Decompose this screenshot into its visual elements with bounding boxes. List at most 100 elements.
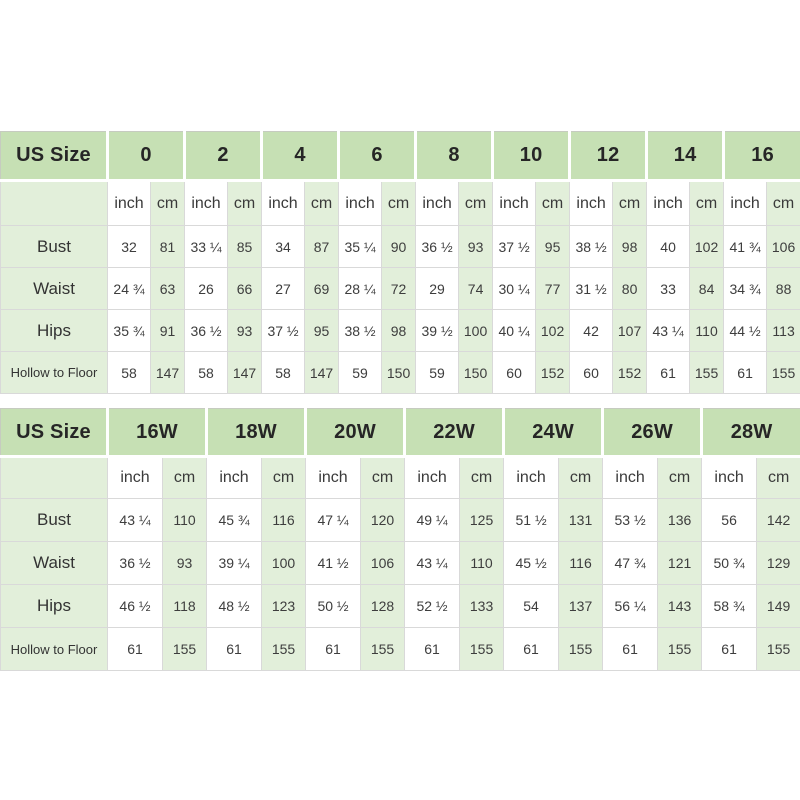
value-inch: 41 ¾ xyxy=(723,225,768,268)
us-size-header: US Size xyxy=(0,408,109,458)
unit-inch-label: inch xyxy=(646,180,691,226)
value-cm: 77 xyxy=(535,267,571,310)
measure-label: Waist xyxy=(0,267,108,310)
value-inch: 36 ½ xyxy=(107,541,163,585)
measure-row-hollow-to-floor: Hollow to Floor 61 155 61 155 61 155 61 155 61 155… xyxy=(0,627,800,671)
value-cm: 106 xyxy=(360,541,406,585)
unit-cm-label: cm xyxy=(458,180,494,226)
value-cm: 93 xyxy=(458,225,494,268)
value-cm: 123 xyxy=(261,584,307,628)
value-inch: 30 ¼ xyxy=(492,267,537,310)
unit-cm-label: cm xyxy=(149,180,186,226)
value-inch: 37 ½ xyxy=(492,225,537,268)
value-inch: 61 xyxy=(503,627,560,671)
value-cm: 125 xyxy=(459,498,505,542)
value-cm: 81 xyxy=(149,225,186,268)
value-inch: 59 xyxy=(338,351,383,394)
value-cm: 121 xyxy=(657,541,703,585)
value-inch: 60 xyxy=(492,351,537,394)
value-inch: 61 xyxy=(404,627,461,671)
value-inch: 37 ½ xyxy=(261,309,306,352)
value-inch: 43 ¼ xyxy=(646,309,691,352)
value-inch: 47 ¾ xyxy=(602,541,659,585)
value-inch: 26 xyxy=(184,267,229,310)
plus-size-chart: US Size 16W 18W 20W 22W 24W 26W 28W inch cm inch cm… xyxy=(0,408,800,671)
measure-row-waist: Waist 36 ½ 93 39 ¼ 100 41 ½ 106 43 ¼ 110 45 ½ 116 4… xyxy=(0,541,800,585)
value-cm: 155 xyxy=(161,627,208,671)
size-header-4: 4 xyxy=(260,131,341,182)
value-cm: 152 xyxy=(535,351,571,394)
value-inch: 41 ½ xyxy=(305,541,362,585)
value-cm: 85 xyxy=(227,225,263,268)
value-inch: 58 xyxy=(107,351,151,394)
value-cm: 113 xyxy=(766,309,800,352)
value-inch: 50 ½ xyxy=(305,584,362,628)
unit-inch-label: inch xyxy=(723,180,768,226)
unit-cm-label: cm xyxy=(261,456,307,499)
size-header-22w: 22W xyxy=(403,408,506,458)
size-header-row: US Size 0 2 4 6 8 10 12 14 16 xyxy=(0,131,800,182)
size-header-18w: 18W xyxy=(205,408,308,458)
size-header-28w: 28W xyxy=(700,408,800,458)
unit-cm-label: cm xyxy=(756,456,800,499)
unit-cm-label: cm xyxy=(360,456,406,499)
value-cm: 128 xyxy=(360,584,406,628)
standard-size-chart-section: US Size 0 2 4 6 8 10 12 14 16 inch cm inch cm inch cm in… xyxy=(0,131,800,394)
unit-cm-label: cm xyxy=(381,180,417,226)
value-cm: 84 xyxy=(689,267,725,310)
plus-size-chart-section: US Size 16W 18W 20W 22W 24W 26W 28W inch cm inch cm… xyxy=(0,408,800,671)
unit-cm-label: cm xyxy=(766,180,800,226)
value-cm: 80 xyxy=(612,267,648,310)
measure-label: Bust xyxy=(0,498,108,542)
value-cm: 150 xyxy=(381,351,417,394)
value-cm: 93 xyxy=(161,541,208,585)
value-cm: 152 xyxy=(612,351,648,394)
value-cm: 143 xyxy=(657,584,703,628)
us-size-header: US Size xyxy=(0,131,109,182)
unit-inch-label: inch xyxy=(415,180,460,226)
value-inch: 60 xyxy=(569,351,614,394)
value-inch: 58 xyxy=(261,351,306,394)
value-cm: 63 xyxy=(149,267,186,310)
value-cm: 155 xyxy=(766,351,800,394)
value-cm: 131 xyxy=(558,498,604,542)
measure-label: Hollow to Floor xyxy=(0,627,108,671)
size-header-24w: 24W xyxy=(502,408,605,458)
unit-cm-label: cm xyxy=(689,180,725,226)
size-header-6: 6 xyxy=(337,131,418,182)
unit-inch-label: inch xyxy=(602,456,659,499)
unit-cm-label: cm xyxy=(612,180,648,226)
value-inch: 39 ¼ xyxy=(206,541,263,585)
value-inch: 56 ¼ xyxy=(602,584,659,628)
value-inch: 27 xyxy=(261,267,306,310)
value-inch: 61 xyxy=(701,627,758,671)
value-cm: 133 xyxy=(459,584,505,628)
unit-inch-label: inch xyxy=(569,180,614,226)
measure-label: Hips xyxy=(0,309,108,352)
size-header-12: 12 xyxy=(568,131,649,182)
value-cm: 100 xyxy=(458,309,494,352)
size-header-14: 14 xyxy=(645,131,726,182)
value-inch: 44 ½ xyxy=(723,309,768,352)
value-cm: 110 xyxy=(689,309,725,352)
value-cm: 149 xyxy=(756,584,800,628)
unit-inch-label: inch xyxy=(503,456,560,499)
value-cm: 95 xyxy=(535,225,571,268)
value-inch: 24 ¾ xyxy=(107,267,151,310)
value-inch: 32 xyxy=(107,225,151,268)
size-header-16w: 16W xyxy=(105,408,209,458)
measure-label: Bust xyxy=(0,225,108,268)
size-header-26w: 26W xyxy=(601,408,704,458)
value-inch: 61 xyxy=(646,351,691,394)
value-inch: 61 xyxy=(602,627,659,671)
standard-size-chart: US Size 0 2 4 6 8 10 12 14 16 inch cm inch cm inch cm in… xyxy=(0,131,800,394)
value-inch: 61 xyxy=(206,627,263,671)
value-inch: 45 ¾ xyxy=(206,498,263,542)
value-inch: 47 ¼ xyxy=(305,498,362,542)
value-inch: 48 ½ xyxy=(206,584,263,628)
value-inch: 54 xyxy=(503,584,560,628)
size-header-16: 16 xyxy=(722,131,800,182)
units-row: inch cm inch cm inch cm inch cm inch cm inch cm inch… xyxy=(0,180,800,226)
